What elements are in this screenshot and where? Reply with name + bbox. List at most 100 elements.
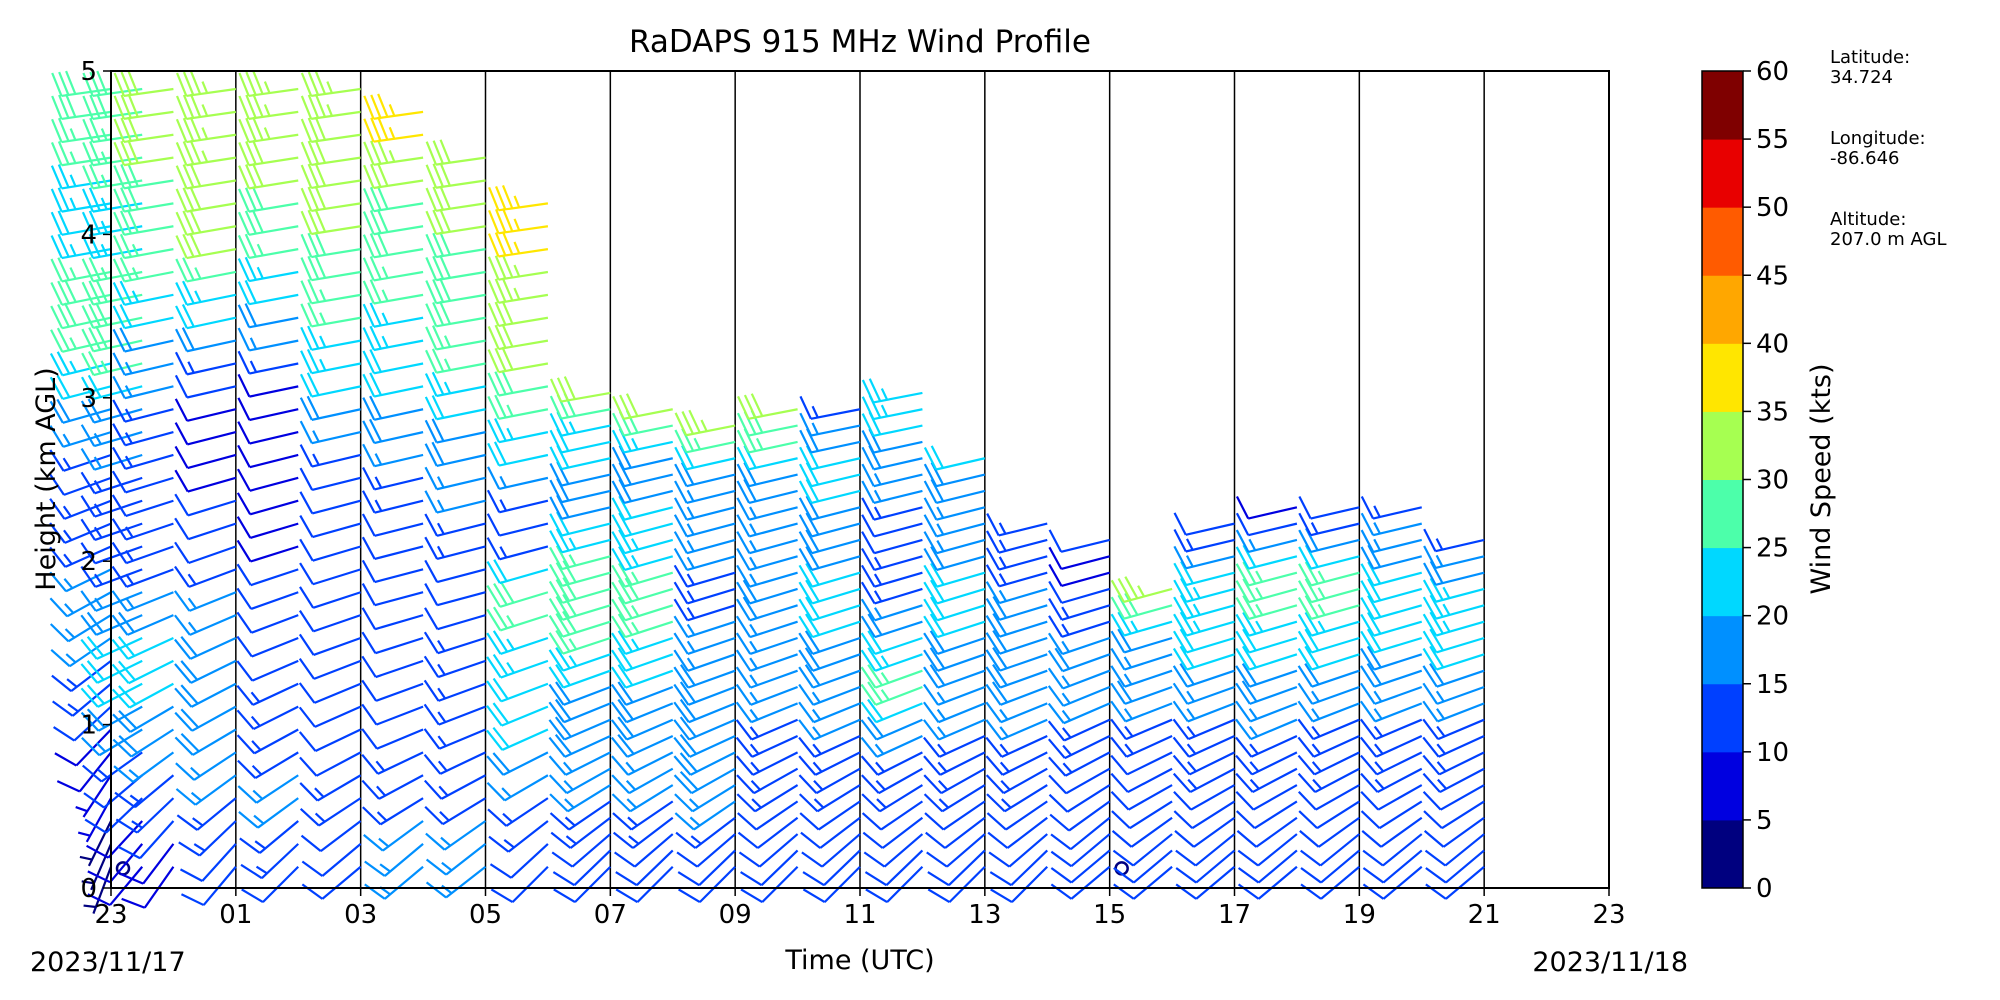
barb-feather (86, 611, 104, 633)
barb-feather (1298, 810, 1318, 829)
barb-feather (923, 736, 941, 758)
barb-feather (113, 165, 126, 189)
barb-shaft (201, 843, 237, 882)
barb-shaft (1310, 522, 1360, 537)
barb-feather (1110, 647, 1126, 671)
barb-feather (490, 888, 514, 904)
barb-feather (1359, 736, 1378, 758)
barb-feather (307, 255, 320, 280)
barb-feather (236, 734, 256, 755)
barb-feather (363, 187, 375, 212)
barb-feather (798, 547, 813, 571)
colorbar-tick-label: 5 (1756, 806, 1773, 836)
barb-shaft (814, 751, 861, 776)
barb-half-feather (83, 904, 96, 909)
barb-half-feather (263, 127, 271, 140)
barb-shaft (94, 476, 143, 495)
barb-half-feather (193, 843, 206, 852)
barb-feather (805, 562, 820, 586)
barb-feather (611, 615, 627, 638)
wind-barb (49, 398, 112, 424)
wind-barb (673, 716, 736, 741)
barb-feather (612, 395, 625, 420)
wind-barb (114, 774, 175, 809)
barb-feather (1180, 577, 1194, 601)
barb-feather (236, 660, 254, 682)
barb-feather (432, 186, 445, 211)
wind-barb (1048, 546, 1110, 571)
wind-barb (1047, 718, 1111, 742)
wind-barb (675, 816, 736, 849)
wind-barb (1300, 849, 1361, 884)
barb-feather (1423, 810, 1443, 829)
wind-barb (174, 635, 237, 660)
barb-feather (926, 851, 948, 868)
barb-feather (238, 188, 250, 213)
barb-feather (501, 369, 514, 394)
barb-shaft (139, 820, 175, 859)
barb-feather (1048, 546, 1063, 570)
wind-barb (550, 376, 611, 403)
wind-barb (54, 728, 112, 767)
barb-shaft (321, 843, 362, 877)
barb-feather (494, 324, 507, 349)
barb-feather (80, 447, 96, 471)
wind-barb (112, 352, 174, 376)
barb-half-feather (100, 197, 108, 210)
barb-feather (362, 234, 375, 258)
barb-shaft (1250, 718, 1298, 741)
barb-half-feather (1000, 779, 1011, 791)
wind-barb (1236, 800, 1298, 830)
barb-shaft (64, 499, 112, 520)
barb-feather (174, 541, 190, 564)
colorbar-label: Wind Speed (kts) (1806, 363, 1837, 594)
barb-feather (737, 831, 759, 849)
barb-shaft (373, 225, 424, 236)
barb-half-feather (811, 422, 819, 435)
barb-feather (57, 257, 70, 281)
wind-barb (611, 784, 674, 813)
barb-shaft (873, 538, 923, 555)
barb-feather (735, 755, 754, 776)
barb-feather (236, 611, 253, 634)
barb-feather (1179, 594, 1195, 618)
barb-feather (111, 663, 130, 684)
barb-feather (364, 883, 386, 900)
barb-half-feather (100, 151, 108, 164)
barb-feather (118, 710, 138, 730)
barb-feather (674, 412, 688, 436)
barb-shaft (573, 849, 612, 886)
barb-feather (1361, 830, 1382, 848)
barb-shaft (1435, 538, 1485, 553)
barb-feather (370, 117, 382, 142)
barb-feather (181, 303, 195, 328)
barb-half-feather (513, 218, 521, 231)
barb-feather (80, 471, 96, 494)
barb-feather (113, 118, 125, 143)
barb-feather (861, 793, 881, 813)
barb-feather (735, 649, 752, 672)
barb-half-feather (1186, 708, 1196, 720)
wind-barb (112, 257, 174, 283)
barb-shaft (1248, 555, 1298, 570)
barb-half-feather (564, 816, 576, 827)
barb-shaft (499, 614, 549, 632)
colorbar-tick-label: 25 (1756, 534, 1789, 564)
wind-barb (299, 774, 362, 802)
barb-feather (57, 187, 70, 211)
barb-feather (236, 709, 255, 730)
barb-feather (986, 812, 1007, 831)
barb-feather (314, 254, 327, 279)
barb-feather (1173, 579, 1188, 603)
barb-half-feather (501, 787, 512, 798)
wind-barb (361, 774, 424, 800)
wind-barb (673, 751, 736, 776)
colorbar-segment (1702, 275, 1743, 344)
wind-barb (87, 843, 144, 884)
barb-feather (369, 325, 382, 350)
barb-half-feather (937, 743, 947, 755)
wind-barb (424, 559, 486, 584)
barb-half-feather (813, 798, 825, 809)
wind-barb (673, 581, 736, 605)
